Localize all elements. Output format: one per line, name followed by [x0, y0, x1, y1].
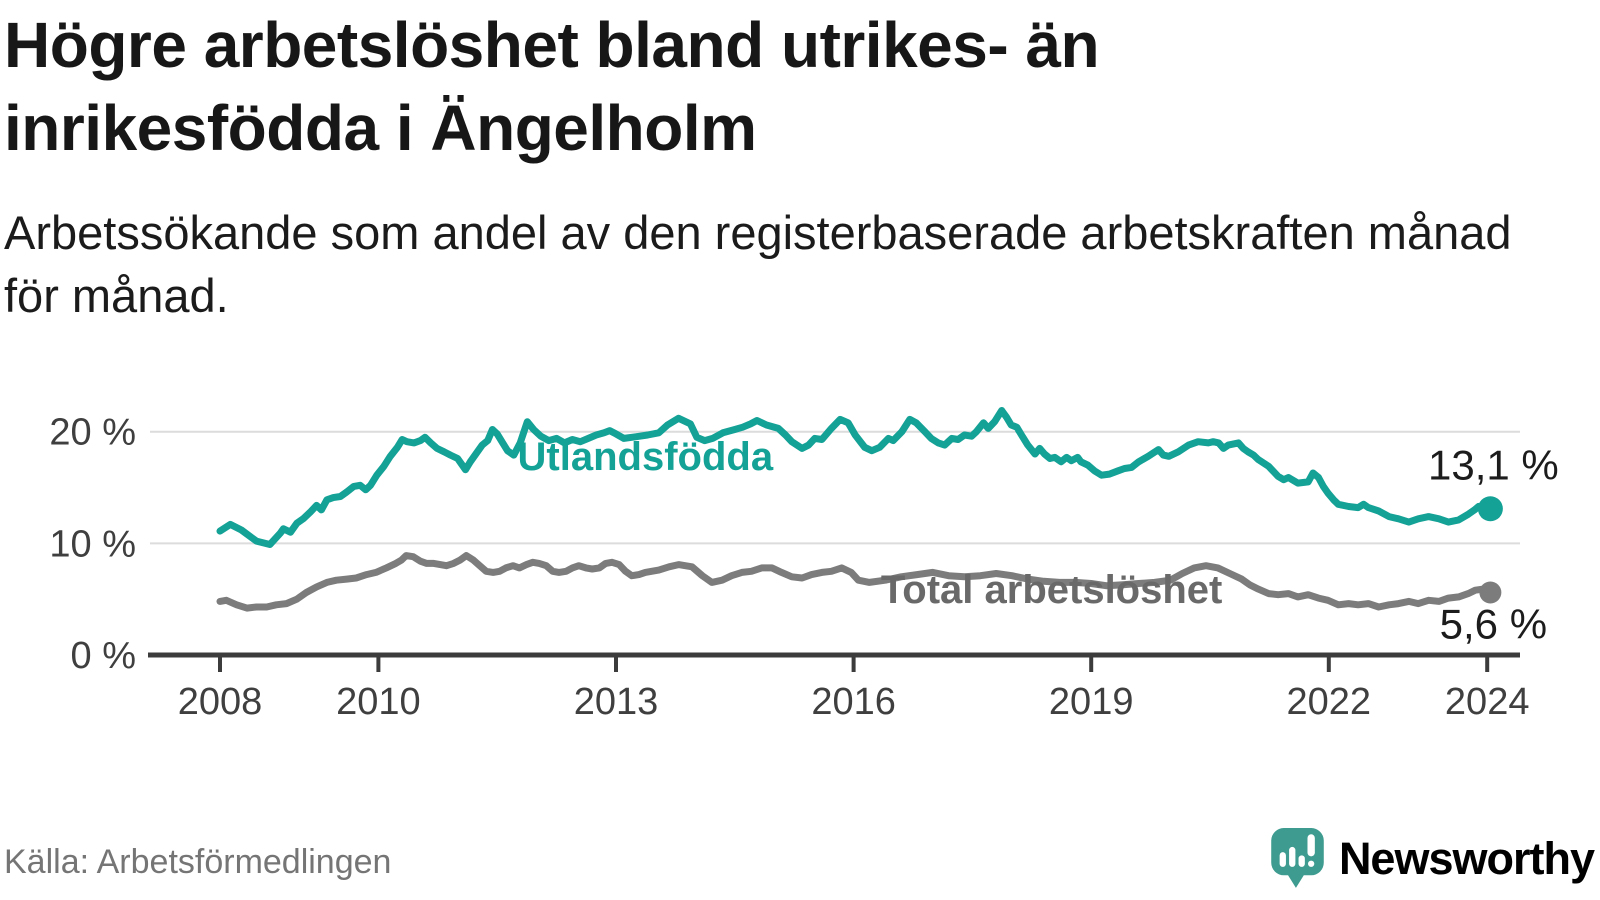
end-value-label-total: 5,6 %: [1440, 600, 1547, 647]
x-tick-label-2019: 2019: [1049, 681, 1134, 723]
end-value-label-utlandsfodda: 13,1 %: [1428, 442, 1559, 489]
x-tick-label-2013: 2013: [574, 681, 659, 723]
newsworthy-speech-bubble-icon: [1271, 828, 1324, 888]
newsworthy-logo: Newsworthy: [1271, 828, 1595, 890]
source-note: Källa: Arbetsförmedlingen: [4, 843, 392, 881]
bubble-shape: [1271, 828, 1324, 888]
bar-1: [1279, 852, 1286, 867]
bar-3: [1298, 855, 1305, 867]
series-label-total: Total arbetslöshet: [881, 568, 1223, 612]
series-label-utlandsfodda: Utlandsfödda: [518, 435, 774, 479]
series-end-dot-utlandsfodda: [1477, 496, 1503, 522]
series-end-dot-total: [1479, 581, 1502, 604]
newsworthy-wordmark: Newsworthy: [1338, 833, 1595, 884]
y-axis-label-0: 0 %: [71, 635, 136, 677]
chart-title: Högre arbetslöshet bland utrikes- än inr…: [4, 9, 1100, 165]
exclamation-dot: [1307, 860, 1315, 867]
y-axis-label-10: 10 %: [49, 523, 136, 565]
x-tick-label-2010: 2010: [336, 681, 421, 723]
series-line-utlandsfodda: [216, 407, 1494, 548]
x-tick-label-2022: 2022: [1287, 681, 1372, 723]
x-tick-label-2024: 2024: [1445, 681, 1530, 723]
y-axis-label-20: 20 %: [49, 412, 136, 454]
series-line-total: [216, 552, 1494, 612]
exclamation-bar: [1307, 834, 1315, 857]
x-tick-label-2008: 2008: [178, 681, 263, 723]
bar-2: [1289, 846, 1296, 867]
chart-subtitle: Arbetssökande som andel av den registerb…: [4, 206, 1512, 322]
x-tick-label-2016: 2016: [811, 681, 896, 723]
